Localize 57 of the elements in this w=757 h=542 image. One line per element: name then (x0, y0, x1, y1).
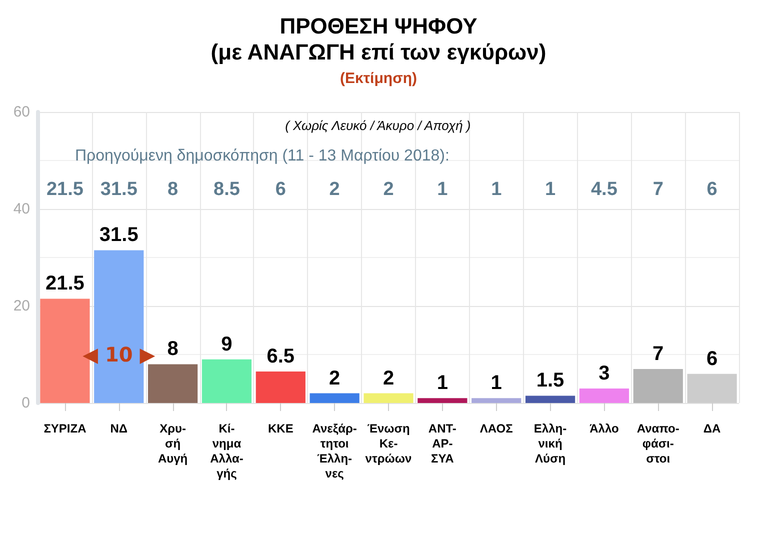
annotation: 4.5 (590, 179, 618, 200)
x-tick-label: ΑΝΤ- ΑΡ- ΣΥΑ (428, 422, 456, 466)
x-tick-label: ΔΑ (703, 422, 722, 436)
chart-title: ΠΡΟΘΕΣΗ ΨΗΦΟΥ (με ΑΝΑΓΩΓΗ επί των εγκύρων) (210, 14, 546, 64)
bar (633, 369, 683, 403)
x-tick-label: ΣΥΡΙΖΑ (44, 422, 87, 436)
bar (364, 393, 414, 403)
data-label: 6.5 (266, 345, 295, 368)
chart-subtitle: (Εκτίμηση) (340, 70, 417, 87)
annotation: Προηγούμενη δημοσκόπηση (11 - 13 Μαρτίου 2018): (75, 148, 450, 164)
annotation: ( Χωρίς Λευκό / Άκυρο / Αποχή ) (285, 118, 471, 133)
annotation: 6 (706, 179, 718, 200)
annotation: 6 (275, 179, 286, 200)
bar (579, 388, 629, 403)
annotation: 2 (329, 179, 340, 200)
bar (148, 364, 198, 403)
annotation: 1 (491, 179, 502, 200)
bar (418, 398, 468, 403)
annotation: 8.5 (214, 179, 240, 200)
x-tick-label: Χρυ- σή Αυγή (158, 422, 188, 466)
data-label: 31.5 (99, 224, 138, 246)
data-label: 2 (329, 367, 340, 390)
annotation: 21.5 (46, 179, 84, 200)
data-label: 21.5 (45, 272, 84, 295)
x-tick-label: Ανεξάρ- τητοι Έλλη- νες (312, 422, 357, 480)
x-tick-label: ΝΔ (110, 422, 128, 436)
x-tick-label: Κί- νημα Αλλα- γής (210, 422, 244, 480)
data-label: 1 (490, 372, 502, 394)
x-tick-label: ΚΚΕ (268, 422, 294, 436)
bar (472, 398, 522, 403)
x-tick-label: Ελλη- νική Λύση (534, 422, 567, 466)
bar (525, 396, 576, 403)
x-tick-label: Αναπο- φάσι- στοι (636, 422, 680, 466)
annotation: 7 (652, 179, 664, 200)
data-label: 2 (382, 367, 394, 390)
y-tick-label: 0 (22, 394, 30, 412)
data-label: 7 (652, 343, 664, 366)
annotation: 8 (168, 179, 178, 200)
y-tick-label: 60 (13, 104, 30, 120)
data-label: 3 (598, 362, 610, 384)
data-label: 6 (706, 348, 718, 370)
bar (202, 359, 252, 403)
bar (310, 393, 360, 403)
data-label: 1.5 (536, 370, 564, 392)
annotation: 1 (544, 179, 556, 200)
x-tick-label: Ένωση Κε- ντρώων (365, 422, 412, 466)
x-tick-label: ΛΑΟΣ (480, 422, 513, 436)
data-label: 1 (436, 372, 448, 394)
annotation: 1 (437, 179, 448, 200)
data-label: 8 (167, 338, 178, 360)
data-label: 9 (221, 333, 232, 356)
y-tick-label: 40 (13, 200, 30, 218)
bar (256, 371, 306, 403)
annotation: 31.5 (100, 179, 138, 200)
x-tick-label: Άλλο (590, 422, 619, 436)
annotation: 2 (383, 179, 394, 200)
y-tick-label: 20 (13, 298, 30, 314)
